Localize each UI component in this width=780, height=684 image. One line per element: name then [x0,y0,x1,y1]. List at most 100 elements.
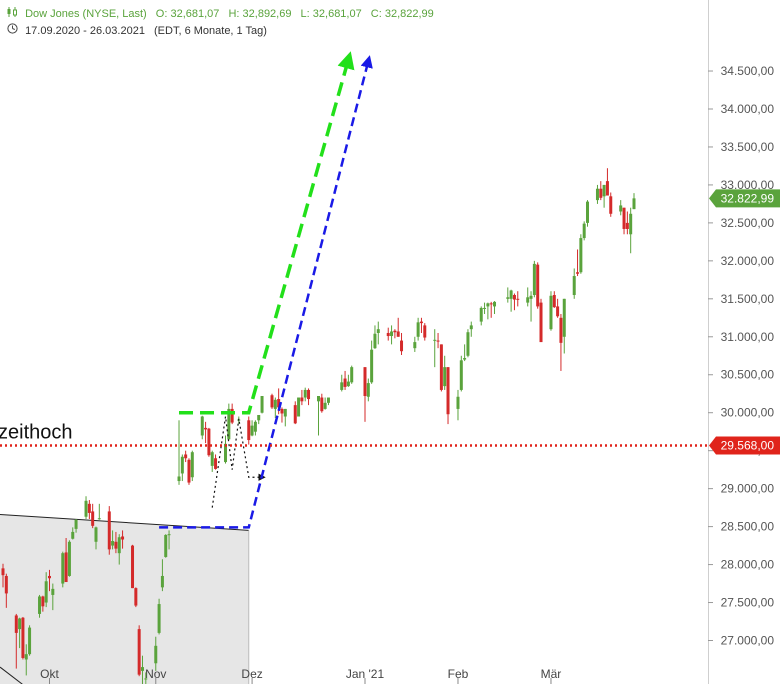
resistance-badge [709,436,780,455]
candle-body [536,264,540,307]
candle-body [4,575,8,594]
candle-body [582,223,586,239]
y-tick-label: 33.500,00 [721,140,775,154]
candle-body [346,381,350,387]
y-tick-label: 32.000,00 [721,254,775,268]
close-label: C: [370,8,382,20]
candle-body [446,367,450,415]
candle-body [44,581,48,603]
candle-body [307,389,311,400]
candle-body [469,325,473,330]
candle-body [416,322,420,337]
candle-body [466,332,470,356]
candle-body [552,295,556,308]
candle-body [204,427,208,430]
open-label: O: [155,8,168,20]
candlestick-icon [6,7,18,20]
candle-body [224,443,228,463]
candle-body [436,340,440,342]
candle-body [177,476,181,482]
candle-body [154,645,158,664]
candle-body [230,408,234,423]
candle-body [343,378,347,387]
y-tick-label: 34.000,00 [721,102,775,116]
candle-body [529,295,533,299]
candle-body [323,402,327,409]
candle-body [539,302,543,343]
candle-body [363,367,367,397]
candle-body [250,425,254,436]
candle-body [47,575,51,579]
candle-body [71,531,75,539]
candle-body [131,545,135,589]
candle-body [157,604,161,633]
candle-body [253,421,257,432]
candle-body [97,518,101,520]
y-tick-label: 28.000,00 [721,558,775,572]
candle-body [91,511,95,526]
candle-body [532,263,536,296]
candle-body [61,553,65,584]
candle-body [602,184,606,197]
candle-body [579,238,583,273]
candle-body [386,332,390,337]
y-tick-label: 28.500,00 [721,520,775,534]
candle-body [629,213,633,235]
candle-body [24,654,28,660]
candle-body [605,181,609,196]
candle-body [509,290,513,299]
pattern-small-path [211,416,266,508]
candle-body [486,303,490,307]
candle-body [390,331,394,337]
candle-body [51,588,55,595]
candle-body [443,367,447,387]
candle-body [260,396,264,413]
candle-body [184,454,188,459]
candle-body [270,395,274,408]
y-tick-label: 33.000,00 [721,178,775,192]
y-tick-label: 34.500,00 [721,64,775,78]
candle-body [512,295,516,300]
y-tick-label: 31.000,00 [721,330,775,344]
candle-body [297,397,301,417]
x-tick-label: Okt [40,667,59,681]
candle-body [64,552,68,583]
candle-body [366,383,370,397]
x-tick-label: Nov [145,667,166,681]
candle-body [300,397,304,402]
candle-body [247,420,251,441]
candle-body [14,615,18,633]
candle-body [556,306,560,317]
candle-body [506,297,510,299]
instrument-name: Dow Jones (NYSE, Last) [25,8,147,20]
x-tick-label: Mär [541,667,562,681]
x-tick-label: Dez [241,667,262,681]
high-label: H: [228,8,240,20]
candle-body [117,537,121,554]
candle-body [207,428,211,456]
candle-body [107,511,111,550]
high-value: 32,892,69 [242,8,292,20]
candle-body [625,222,629,229]
candle-body [326,397,330,403]
candle-body [576,272,580,274]
candle-body [317,396,320,402]
candle-body [456,396,460,409]
candle-body [293,405,297,424]
candle-body [433,339,437,341]
chart-header-ohlc: Dow Jones (NYSE, Last) O: 32,681,07 H: 3… [6,7,434,20]
clock-icon [6,23,18,37]
candle-body [74,519,78,529]
candle-body [21,617,25,658]
date-range: 17.09.2020 - 26.03.2021 [25,25,145,37]
triangle-area [0,514,249,684]
candle-body [210,452,214,466]
candle-body [121,536,125,540]
candle-body [493,301,497,307]
y-tick-label: 32.500,00 [721,216,775,230]
candle-body [632,198,636,210]
last-price-badge-label: 32.822,99 [721,191,775,205]
candle-body [84,500,88,517]
candle-body [303,389,307,398]
candle-body [489,303,493,305]
